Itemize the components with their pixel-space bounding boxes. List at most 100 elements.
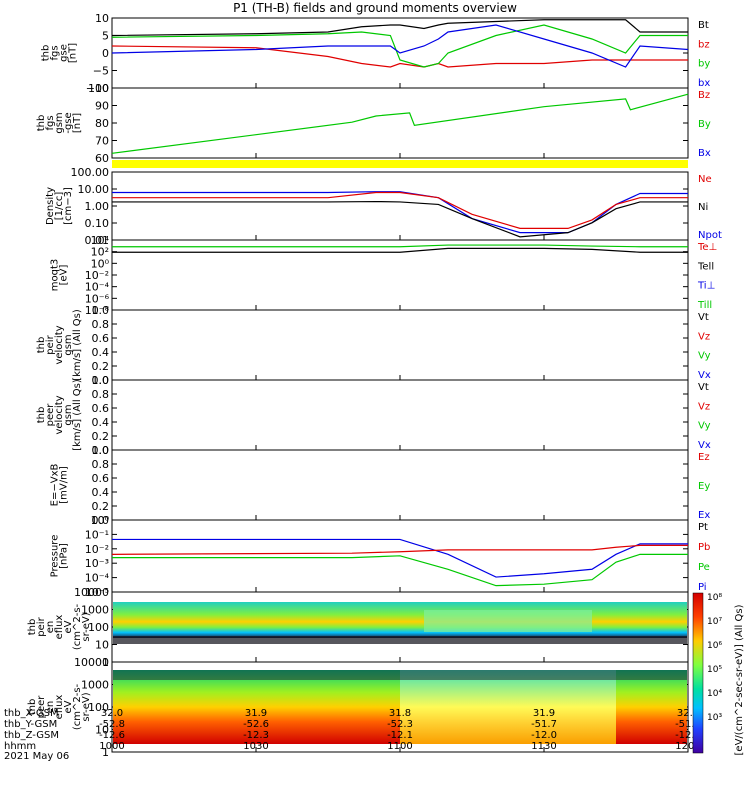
ytick-label: 100.00	[71, 166, 110, 179]
ylabel-line: Density	[45, 187, 56, 225]
ylabel-line: gsm	[63, 404, 74, 425]
legend-entry: Pi	[698, 582, 707, 593]
ytick-label: 100	[88, 82, 109, 95]
ylabel-line: peer	[45, 403, 56, 427]
ephem-value: -12.0	[531, 730, 557, 741]
ytick-label: 10.00	[78, 183, 110, 196]
figure-title: P1 (TH-B) fields and ground moments over…	[233, 1, 517, 15]
ytick-label: 10²	[91, 246, 109, 259]
legend-entry: Vt	[698, 382, 709, 393]
series-line-pe	[112, 553, 688, 587]
series-line-ni	[112, 200, 688, 238]
ephem-value: -51.7	[531, 719, 557, 730]
ytick-label: 10⁻⁸	[85, 304, 110, 317]
ytick-label: 1.00	[85, 200, 110, 213]
ytick-label: 10⁻⁴	[85, 281, 110, 294]
legend-entry: by	[698, 59, 710, 70]
ylabel-line: Pressure	[50, 535, 61, 578]
ytick-label: 1000	[81, 604, 109, 617]
legend-entry: Vt	[698, 312, 709, 323]
panel-peer_velocity: 1.00.80.60.40.20.0thbpeervelocitygsm[km/…	[36, 374, 711, 457]
panel-peir_en_eflux: 10000 1000 100 10 1 thbpeirenefluxeV(cm^2-s-s…	[27, 586, 689, 669]
ylabel-line: eflux	[54, 695, 65, 720]
legend-entry: Vx	[698, 370, 711, 381]
colorbar-tick: 10⁴	[707, 689, 722, 699]
ephem-value: 32.0	[101, 708, 123, 719]
ylabel-line: thb	[36, 407, 47, 424]
ephem-value: -12.1	[387, 730, 413, 741]
panel-frame	[111, 309, 689, 381]
series-line-pi	[112, 538, 688, 578]
ytick-label: 10⁻⁴	[85, 572, 110, 585]
ytick-label: 10⁻⁶	[85, 292, 110, 305]
ytick-label: 0.0	[92, 444, 110, 457]
ytick-label: 0.0	[92, 514, 110, 527]
ytick-label: 5	[102, 30, 109, 43]
ephem-value: 31.8	[389, 708, 411, 719]
ephem-label-y: thb_Y-GSM	[4, 719, 57, 730]
ylabel-line: [mV/m]	[59, 466, 70, 504]
quality-flag-bar	[112, 160, 688, 168]
ephem-value: 32.4	[677, 708, 699, 719]
ytick-label: 10⁻¹	[85, 528, 109, 541]
ylabel-line: sr-eV)	[81, 692, 92, 721]
legend-entry: Ey	[698, 481, 710, 492]
ytick-label: 0.8	[92, 458, 110, 471]
ylabel-line: [cm−3]	[63, 187, 74, 225]
ylabel-line: gsm	[63, 334, 74, 355]
panels-layer: 1050−5−10thbfgsgse[nT]Btbzbybx1009080706…	[27, 12, 722, 759]
ytick-label: 0.6	[92, 402, 110, 415]
ytick-label: 10000	[74, 656, 109, 669]
ylabel-line: velocity	[54, 395, 65, 434]
ytick-label: 10000	[74, 586, 109, 599]
panel-frame	[111, 87, 689, 159]
ytick-label: 0.4	[92, 416, 110, 429]
legend-entry: Te⊥	[697, 242, 717, 253]
ylabel-line: fgs	[45, 115, 56, 130]
time-axis: thb_X-GSM thb_Y-GSM thb_Z-GSM hhmm 2021 …	[4, 708, 701, 762]
ytick-label: 1.0	[92, 444, 110, 457]
legend-entry: bx	[698, 78, 710, 89]
ylabel-line: fgs	[50, 45, 61, 60]
ytick-label: 0.10	[85, 217, 110, 230]
ytick-label: 10⁰	[91, 257, 110, 270]
colorbar-tick: 10⁸	[707, 593, 722, 603]
ylabel-line: peer	[36, 695, 47, 719]
ylabel-line: [km/s] (All Qs)	[72, 309, 83, 381]
series-line-by	[111, 93, 689, 154]
energy-flux-colorbar: [eV/(cm^2-sec-sr-eV)] (All Qs) 10⁸ 10⁷ 10⁶…	[692, 592, 745, 755]
legend-entry: Pb	[698, 542, 710, 553]
ylabel-line: eV	[63, 620, 74, 633]
colorbar-label: [eV/(cm^2-sec-sr-eV)] (All Qs)	[734, 604, 745, 755]
ylabel-line: [eV]	[59, 265, 70, 286]
xtick-label: 1030	[243, 741, 268, 752]
heatmap-gap	[424, 610, 592, 632]
ytick-label: 10	[95, 724, 109, 737]
legend-entry: Bt	[698, 20, 709, 31]
panel-frame	[111, 379, 689, 451]
legend-entry: Vy	[698, 351, 711, 362]
series-line-bt	[111, 19, 688, 37]
ytick-label: 0.01	[85, 234, 110, 247]
series-line-ne	[112, 191, 688, 229]
ylabel-line: sr-eV)	[81, 612, 92, 641]
ytick-label: 70	[95, 135, 109, 148]
ylabel-line: peir	[45, 334, 56, 354]
ylabel-line: (cm^2-s-	[72, 683, 83, 730]
ylabel-line: thb	[36, 115, 47, 132]
ephem-value: -52.6	[243, 719, 269, 730]
ytick-label: 1.0	[92, 374, 110, 387]
ephem-value: -51.1	[675, 719, 701, 730]
ephem-value: -52.8	[99, 719, 125, 730]
ylabel-line: [nT]	[68, 43, 79, 63]
ephem-value: -12.6	[99, 730, 125, 741]
series-line-pb	[111, 544, 688, 555]
ylabel-line: gsm	[54, 112, 65, 133]
ylabel-line: eV	[63, 700, 74, 713]
ylabel-line: eflux	[54, 615, 65, 640]
panel-peer_en_eflux: 10000 1000 100 10 1 thbpeerenefluxeV(cm^2-s-s…	[27, 656, 689, 759]
panel-peir_velocity: 1.00.80.60.40.20.0thbpeirvelocitygsm[km/…	[36, 304, 711, 387]
